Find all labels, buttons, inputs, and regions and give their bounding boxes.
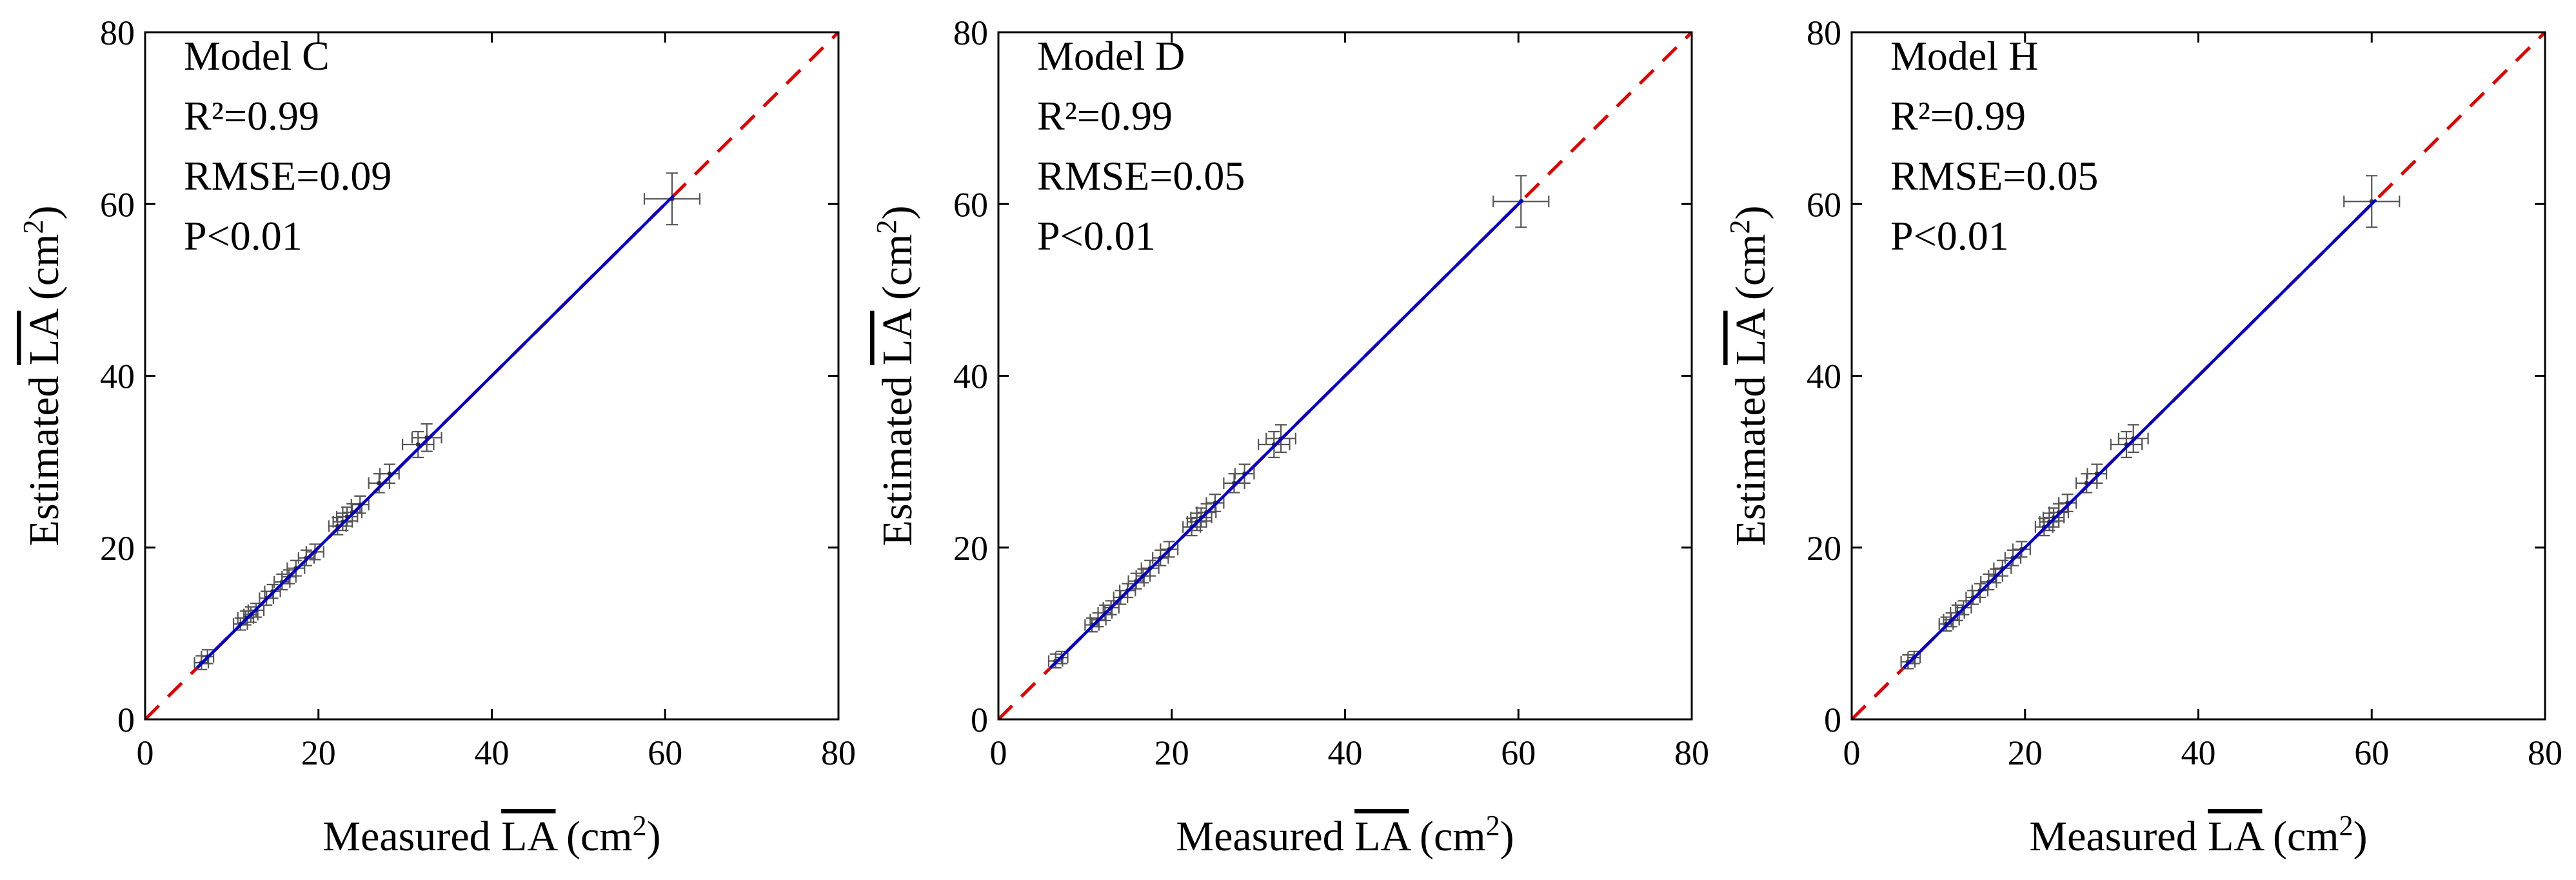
y-tick-label: 80 xyxy=(100,14,135,52)
y-tick-label: 0 xyxy=(117,701,135,739)
y-tick-label: 80 xyxy=(1807,14,1841,52)
annotation-text: Model H xyxy=(1890,33,2038,79)
y-axis-label-main: Estimated xyxy=(874,365,921,546)
y-tick-label: 60 xyxy=(100,185,135,224)
data-point xyxy=(1980,573,1997,591)
y-axis-label-overlined: LA xyxy=(1727,308,1774,365)
data-point xyxy=(2058,494,2077,512)
y-axis-label-unit-close: ) xyxy=(1727,206,1774,220)
y-axis-label-main: Estimated xyxy=(21,365,68,546)
y-axis-label-unit-close: ) xyxy=(21,206,68,220)
y-axis-label: Estimated LA (cm2) xyxy=(17,206,68,546)
y-tick-label: 20 xyxy=(1807,529,1841,568)
y-axis-label-unit-superscript: 2 xyxy=(871,220,902,234)
x-tick-label: 0 xyxy=(990,734,1007,772)
annotation-text: Model C xyxy=(184,33,330,79)
x-tick-label: 20 xyxy=(301,734,336,772)
y-axis-label-main: Estimated xyxy=(1727,365,1774,546)
annotation-text: RMSE=0.09 xyxy=(184,153,391,199)
x-axis-label-main: Measured xyxy=(1176,813,1354,860)
x-axis-label-unit-superscript: 2 xyxy=(1486,810,1500,841)
x-axis-label-unit: (cm xyxy=(555,813,632,860)
y-tick-label: 60 xyxy=(953,185,988,224)
annotation-text: P<0.01 xyxy=(1890,213,2009,259)
x-tick-label: 0 xyxy=(137,734,154,772)
y-axis-label-unit-superscript: 2 xyxy=(17,220,49,234)
data-point-marker xyxy=(377,481,382,486)
x-tick-label: 60 xyxy=(648,734,682,772)
y-tick-label: 80 xyxy=(953,14,988,52)
y-axis-label-unit-superscript: 2 xyxy=(1724,220,1756,234)
x-tick-label: 20 xyxy=(2008,734,2043,772)
y-axis-label: Estimated LA (cm2) xyxy=(871,206,922,546)
y-axis-label: Estimated LA (cm2) xyxy=(1724,206,1775,546)
fit-line xyxy=(1903,198,2377,669)
y-axis-label-overlined: LA xyxy=(21,308,68,365)
y-tick-label: 60 xyxy=(1807,185,1841,224)
data-point xyxy=(2343,175,2401,228)
x-axis-label: Measured LA (cm2) xyxy=(322,810,660,861)
x-tick-label: 0 xyxy=(1843,734,1861,772)
x-axis-label-main: Measured xyxy=(322,813,501,860)
y-axis-label-unit-close: ) xyxy=(874,206,921,220)
annotation-text: RMSE=0.05 xyxy=(1890,153,2098,199)
x-axis-label-unit: (cm xyxy=(2262,813,2339,860)
x-tick-label: 80 xyxy=(1674,734,1709,772)
data-point xyxy=(379,463,400,485)
x-axis-label-overlined: LA xyxy=(501,813,558,860)
x-axis-label-overlined: LA xyxy=(2208,813,2264,860)
x-tick-label: 80 xyxy=(821,734,856,772)
x-tick-label: 40 xyxy=(475,734,510,772)
annotation-text: P<0.01 xyxy=(1037,213,1156,259)
annotation-text: R²=0.99 xyxy=(184,93,319,139)
y-axis-label-unit: (cm xyxy=(1727,234,1774,311)
y-tick-label: 40 xyxy=(953,357,988,396)
x-axis-label-unit-superscript: 2 xyxy=(633,810,647,841)
x-tick-label: 60 xyxy=(1501,734,1536,772)
fit-line xyxy=(1049,198,1524,669)
annotation-text: RMSE=0.05 xyxy=(1037,153,1245,199)
x-axis-label-overlined: LA xyxy=(1354,813,1411,860)
x-axis-label: Measured LA (cm2) xyxy=(2029,810,2367,861)
plot-area xyxy=(145,32,838,719)
annotation-text: Model D xyxy=(1037,33,1185,79)
x-axis-label-main: Measured xyxy=(2029,813,2208,860)
plot-area xyxy=(1852,32,2545,719)
x-axis-label-unit-superscript: 2 xyxy=(2339,810,2353,841)
chart-panel-left: 0 20 40 60 80 0 20 40 60 80 Model C R²=0.99 RMSE=0.0… xyxy=(17,14,857,860)
data-point xyxy=(2086,463,2108,485)
y-tick-label: 0 xyxy=(1824,701,1841,739)
x-tick-label: 40 xyxy=(1328,734,1363,772)
annotation-text: P<0.01 xyxy=(184,213,302,259)
y-axis-label-unit: (cm xyxy=(874,234,921,311)
y-tick-label: 20 xyxy=(953,529,988,568)
y-axis-label-unit: (cm xyxy=(21,234,68,311)
y-tick-label: 40 xyxy=(1807,357,1841,396)
data-point xyxy=(1205,494,1225,512)
y-axis-label-overlined: LA xyxy=(874,308,921,365)
chart-panel-middle: 0 20 40 60 80 0 20 40 60 80 Model D R²=0.99 RMSE=0.0… xyxy=(871,14,1710,860)
chart-panel-right: 0 20 40 60 80 0 20 40 60 80 Model H R²=0.99 RMSE=0.0… xyxy=(1724,14,2563,860)
annotation-text: R²=0.99 xyxy=(1890,93,2026,139)
y-tick-label: 40 xyxy=(100,357,135,396)
data-point xyxy=(411,423,442,452)
x-tick-label: 80 xyxy=(2528,734,2562,772)
plot-area xyxy=(998,32,1692,719)
x-axis-label-unit-close: ) xyxy=(647,813,661,860)
data-point xyxy=(401,430,435,459)
x-axis-label: Measured LA (cm2) xyxy=(1176,810,1514,861)
x-axis-label-unit-close: ) xyxy=(1500,813,1514,860)
x-tick-label: 60 xyxy=(2354,734,2389,772)
x-axis-label-unit: (cm xyxy=(1409,813,1485,860)
fit-line xyxy=(196,194,675,669)
data-point-marker xyxy=(415,442,421,447)
x-axis-label-unit-close: ) xyxy=(2353,813,2368,860)
data-point xyxy=(201,649,215,665)
y-tick-label: 20 xyxy=(100,529,135,568)
annotation-text: R²=0.99 xyxy=(1037,93,1173,139)
x-tick-label: 40 xyxy=(2181,734,2216,772)
x-tick-label: 20 xyxy=(1154,734,1189,772)
y-tick-label: 0 xyxy=(971,701,988,739)
